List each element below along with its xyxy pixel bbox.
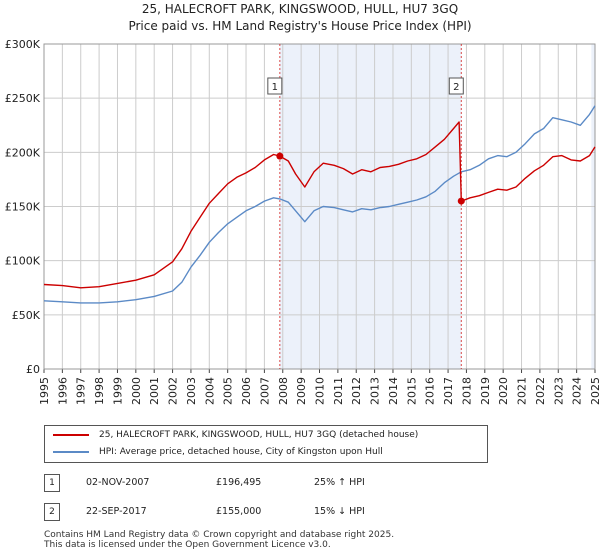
transaction-number: 1	[44, 474, 60, 492]
x-tick-label: 2020	[497, 377, 510, 405]
x-tick-label: 2015	[405, 377, 418, 405]
chart-subtitle: Price paid vs. HM Land Registry's House …	[128, 19, 472, 33]
transaction-number: 2	[44, 503, 60, 521]
x-tick-label: 2021	[516, 377, 529, 405]
y-tick-label: £250K	[5, 92, 41, 105]
legend-swatch-hpi	[53, 450, 89, 453]
x-tick-label: 2023	[552, 377, 565, 405]
footer-line-1: Contains HM Land Registry data © Crown c…	[44, 530, 395, 540]
x-tick-label: 2014	[387, 377, 400, 405]
legend-swatch-property	[53, 433, 89, 436]
y-tick-label: £150K	[5, 201, 41, 214]
x-tick-label: 2007	[258, 377, 271, 405]
y-tick-label: £50K	[12, 309, 41, 322]
sale-point	[457, 197, 465, 205]
x-tick-label: 2006	[240, 377, 253, 405]
x-tick-label: 1997	[75, 377, 88, 405]
transaction-date: 02-NOV-2007	[86, 477, 150, 488]
x-tick-label: 2019	[479, 377, 492, 405]
y-tick-label: £100K	[5, 255, 41, 268]
x-tick-label: 2017	[442, 377, 455, 405]
plot-frame	[43, 43, 596, 370]
y-tick-label: £300K	[5, 38, 41, 51]
hpi-line	[43, 105, 596, 304]
legend: 25, HALECROFT PARK, KINGSWOOD, HULL, HU7…	[44, 425, 488, 463]
x-tick-label: 2003	[185, 377, 198, 405]
x-tick-label: 2004	[203, 377, 216, 405]
chart-title: 25, HALECROFT PARK, KINGSWOOD, HULL, HU7…	[141, 2, 459, 16]
transaction-label-box	[448, 77, 464, 95]
axis-layer: £0 £50K £100K £150K £200K £250K £300K 1995 1996 1…	[5, 38, 600, 405]
x-tick-label: 2011	[332, 377, 345, 405]
x-tick-label: 2025	[589, 377, 600, 405]
price-chart: £0 £50K £100K £150K £200K £250K £300K 1995 1996 1…	[5, 38, 600, 405]
x-tick-label: 2024	[571, 377, 584, 405]
x-tick-label: 2005	[222, 377, 235, 405]
property-price-line	[43, 121, 596, 289]
legend-label-hpi: HPI: Average price, detached house, City…	[99, 447, 383, 457]
legend-item-property: 25, HALECROFT PARK, KINGSWOOD, HULL, HU7…	[53, 427, 418, 443]
x-tick-label: 2000	[130, 377, 143, 405]
transaction-hpi-diff: 25% ↑ HPI	[314, 477, 365, 488]
transaction-hpi-diff: 15% ↓ HPI	[314, 506, 365, 517]
legend-label-property: 25, HALECROFT PARK, KINGSWOOD, HULL, HU7…	[99, 430, 419, 440]
transaction-label: 1	[272, 82, 278, 93]
footer-line-2: This data is licensed under the Open Gov…	[44, 540, 331, 550]
x-tick-label: 2022	[534, 377, 547, 405]
footer: Contains HM Land Registry data © Crown c…	[44, 530, 394, 550]
x-tick-label: 2001	[148, 377, 161, 405]
x-tick-label: 2012	[350, 377, 363, 405]
x-tick-label: 1996	[56, 377, 69, 405]
x-tick-label: 1999	[111, 377, 124, 405]
x-tick-label: 2010	[314, 377, 327, 405]
legend-item-hpi: HPI: Average price, detached house, City…	[53, 444, 383, 460]
x-tick-label: 1995	[38, 377, 51, 405]
transaction-row-2: 2 22-SEP-2017 £155,000 15% ↓ HPI	[44, 503, 564, 521]
transaction-label: 2	[453, 82, 459, 93]
x-tick-label: 2013	[369, 377, 382, 405]
transaction-price: £196,495	[216, 477, 262, 488]
x-tick-label: 2008	[277, 377, 290, 405]
transaction-price: £155,000	[216, 506, 262, 517]
x-tick-label: 2009	[295, 377, 308, 405]
grid-layer	[43, 43, 596, 370]
series-layer	[43, 105, 596, 304]
x-tick-label: 2016	[424, 377, 437, 405]
sale-point	[276, 152, 284, 160]
x-tick-label: 2018	[460, 377, 473, 405]
y-tick-label: £0	[26, 363, 40, 376]
x-tick-label: 1998	[93, 377, 106, 405]
x-tick-label: 2002	[167, 377, 180, 405]
y-tick-label: £200K	[5, 146, 41, 159]
transaction-date: 22-SEP-2017	[86, 506, 147, 517]
transaction-row-1: 1 02-NOV-2007 £196,495 25% ↑ HPI	[44, 474, 564, 492]
transaction-label-box	[267, 77, 283, 95]
